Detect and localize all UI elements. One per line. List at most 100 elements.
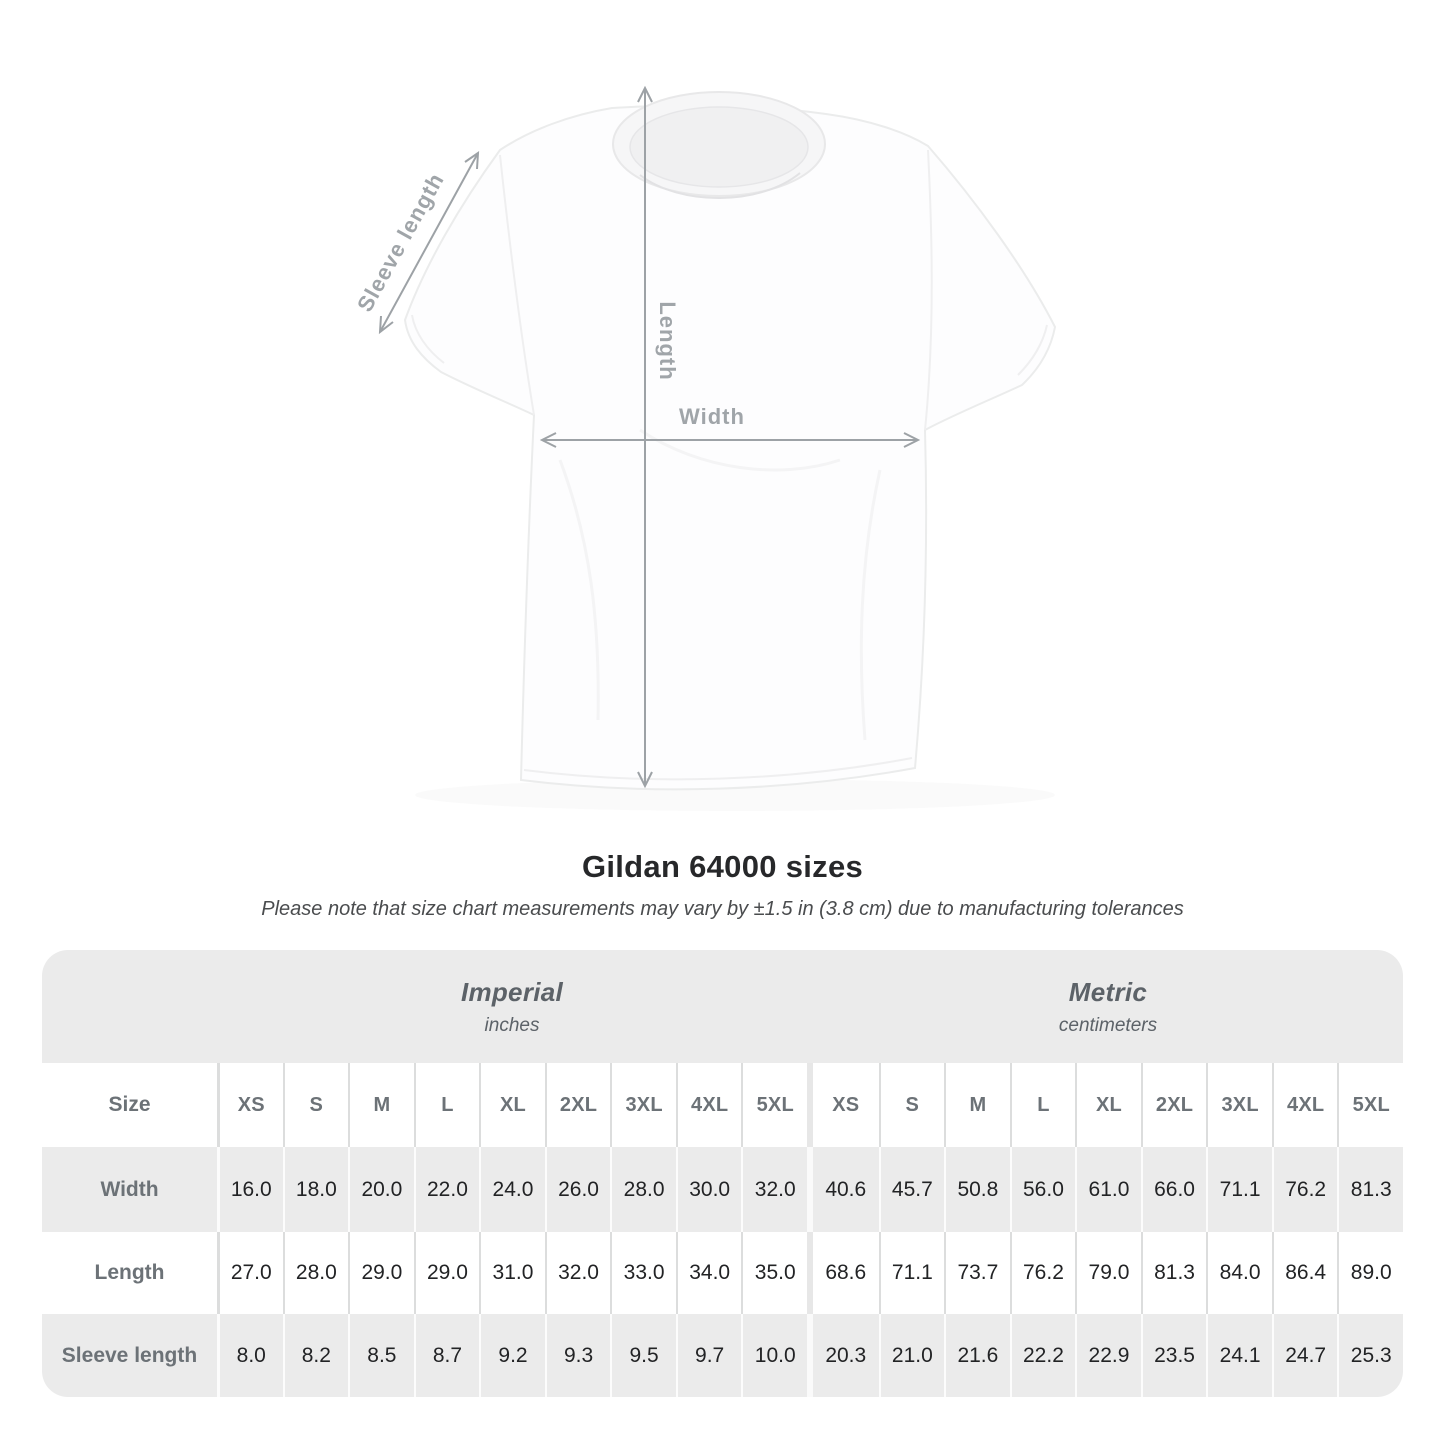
unit-divider — [807, 1063, 813, 1147]
size-header-cell: 5XL — [1337, 1063, 1403, 1147]
size-header-cell: L — [1009, 1063, 1076, 1147]
size-header-cell: 4XL — [675, 1063, 742, 1147]
value-cell: 25.3 — [1337, 1314, 1403, 1397]
value-cell: 9.7 — [675, 1314, 742, 1397]
value-cell: 33.0 — [610, 1232, 676, 1314]
table-row-sleeve-length: Sleeve length 8.0 8.2 8.5 8.7 9.2 9.3 9.… — [42, 1314, 1403, 1397]
table-row-sizes: Size XS S M L XL 2XL 3XL 4XL 5XL XS S M … — [42, 1063, 1403, 1147]
size-header-cell: 5XL — [741, 1063, 807, 1147]
unit-divider — [807, 1232, 813, 1314]
value-cell: 81.3 — [1140, 1232, 1207, 1314]
tshirt-silhouette — [403, 104, 1057, 791]
value-cell: 21.0 — [878, 1314, 945, 1397]
value-cell: 76.2 — [1009, 1232, 1076, 1314]
arrow-left-icon — [539, 432, 557, 448]
value-cell: 22.0 — [413, 1147, 480, 1232]
imperial-unit: inches — [484, 1014, 540, 1036]
value-cell: 24.0 — [479, 1147, 545, 1232]
shirt-wrinkles — [558, 428, 882, 741]
value-cell: 34.0 — [675, 1232, 742, 1314]
size-header-cell: 4XL — [1271, 1063, 1338, 1147]
arrow-down-left-icon — [378, 315, 394, 335]
size-header-cell: 2XL — [1140, 1063, 1207, 1147]
tshirt-measurement-diagram: Length Width Sleeve length — [352, 85, 1057, 791]
value-cell: 24.1 — [1206, 1314, 1272, 1397]
arrow-up-icon — [637, 85, 653, 103]
value-cell: 10.0 — [741, 1314, 807, 1397]
value-cell: 50.8 — [944, 1147, 1010, 1232]
value-cell: 24.7 — [1271, 1314, 1338, 1397]
value-cell: 18.0 — [282, 1147, 349, 1232]
value-cell: 76.2 — [1271, 1147, 1338, 1232]
length-annotation — [637, 85, 653, 789]
value-cell: 31.0 — [479, 1232, 545, 1314]
value-cell: 22.2 — [1009, 1314, 1076, 1397]
title-block: Gildan 64000 sizes Please note that size… — [0, 849, 1445, 921]
size-header-cell: S — [282, 1063, 349, 1147]
tolerance-note: Please note that size chart measurements… — [261, 898, 1184, 920]
unit-header-band: Imperial inches Metric centimeters — [42, 950, 1403, 1063]
value-cell: 68.6 — [825, 1261, 867, 1284]
value-cell: 8.2 — [282, 1314, 349, 1397]
value-cell: 79.0 — [1075, 1232, 1141, 1314]
metric-unit: centimeters — [1058, 1014, 1158, 1036]
value-cell: 84.0 — [1206, 1232, 1272, 1314]
size-header-cell: XS — [217, 1063, 283, 1147]
shirt-seams — [411, 149, 1048, 781]
value-cell: 28.0 — [610, 1147, 676, 1232]
value-cell: 26.0 — [544, 1147, 611, 1232]
neck-opening — [629, 106, 809, 188]
value-cell: 61.0 — [1075, 1147, 1141, 1232]
value-cell: 9.2 — [479, 1314, 545, 1397]
size-header-cell: XS — [832, 1093, 860, 1116]
row-label: Length — [94, 1261, 165, 1284]
value-cell: 30.0 — [675, 1147, 742, 1232]
size-header-cell: XL — [479, 1063, 545, 1147]
arrow-down-icon — [637, 771, 653, 789]
size-header-cell: S — [878, 1063, 945, 1147]
row-label: Width — [42, 1147, 217, 1232]
value-cell: 45.7 — [878, 1147, 945, 1232]
size-header-cell: 2XL — [544, 1063, 611, 1147]
corner-label: Size — [108, 1093, 151, 1116]
value-cell: 40.6 — [813, 1147, 879, 1232]
table-row-length: Length 27.0 28.0 29.0 29.0 31.0 32.0 33.… — [42, 1232, 1403, 1314]
size-header-cell: XL — [1075, 1063, 1141, 1147]
sleeve-length-arrow — [379, 152, 479, 333]
width-label: Width — [679, 404, 745, 429]
imperial-header: Imperial inches — [217, 950, 807, 1063]
value-cell: 20.3 — [813, 1314, 879, 1397]
value-cell: 21.6 — [944, 1314, 1010, 1397]
value-cell: 28.0 — [282, 1232, 349, 1314]
collar-shadow — [639, 172, 801, 199]
size-table: Imperial inches Metric centimeters Size … — [42, 950, 1403, 1397]
value-cell: 9.3 — [544, 1314, 611, 1397]
size-header-cell: L — [413, 1063, 480, 1147]
value-cell: 29.0 — [348, 1232, 414, 1314]
value-cell: 20.0 — [348, 1147, 414, 1232]
value-cell: 22.9 — [1075, 1314, 1141, 1397]
metric-header: Metric centimeters — [813, 950, 1403, 1063]
unit-divider — [807, 1314, 813, 1397]
value-cell: 56.0 — [1009, 1147, 1076, 1232]
width-annotation — [539, 432, 921, 448]
page-title: Gildan 64000 sizes — [581, 849, 864, 884]
value-cell: 66.0 — [1140, 1147, 1207, 1232]
arrow-right-icon — [903, 432, 921, 448]
value-cell: 27.0 — [217, 1232, 283, 1314]
unit-divider — [807, 1147, 813, 1232]
value-cell: 8.5 — [348, 1314, 414, 1397]
value-cell: 29.0 — [413, 1232, 480, 1314]
value-cell: 89.0 — [1337, 1232, 1403, 1314]
value-cell: 16.0 — [217, 1147, 283, 1232]
row-label: Sleeve length — [42, 1314, 217, 1397]
sleeve-length-annotation — [378, 151, 480, 335]
value-cell: 8.7 — [413, 1314, 480, 1397]
table-row-width: Width 16.0 18.0 20.0 22.0 24.0 26.0 28.0… — [42, 1147, 1403, 1232]
value-cell: 8.0 — [217, 1314, 283, 1397]
size-header-cell: M — [944, 1063, 1010, 1147]
size-header-cell: M — [348, 1063, 414, 1147]
value-cell: 86.4 — [1271, 1232, 1338, 1314]
value-cell: 71.1 — [1206, 1147, 1272, 1232]
